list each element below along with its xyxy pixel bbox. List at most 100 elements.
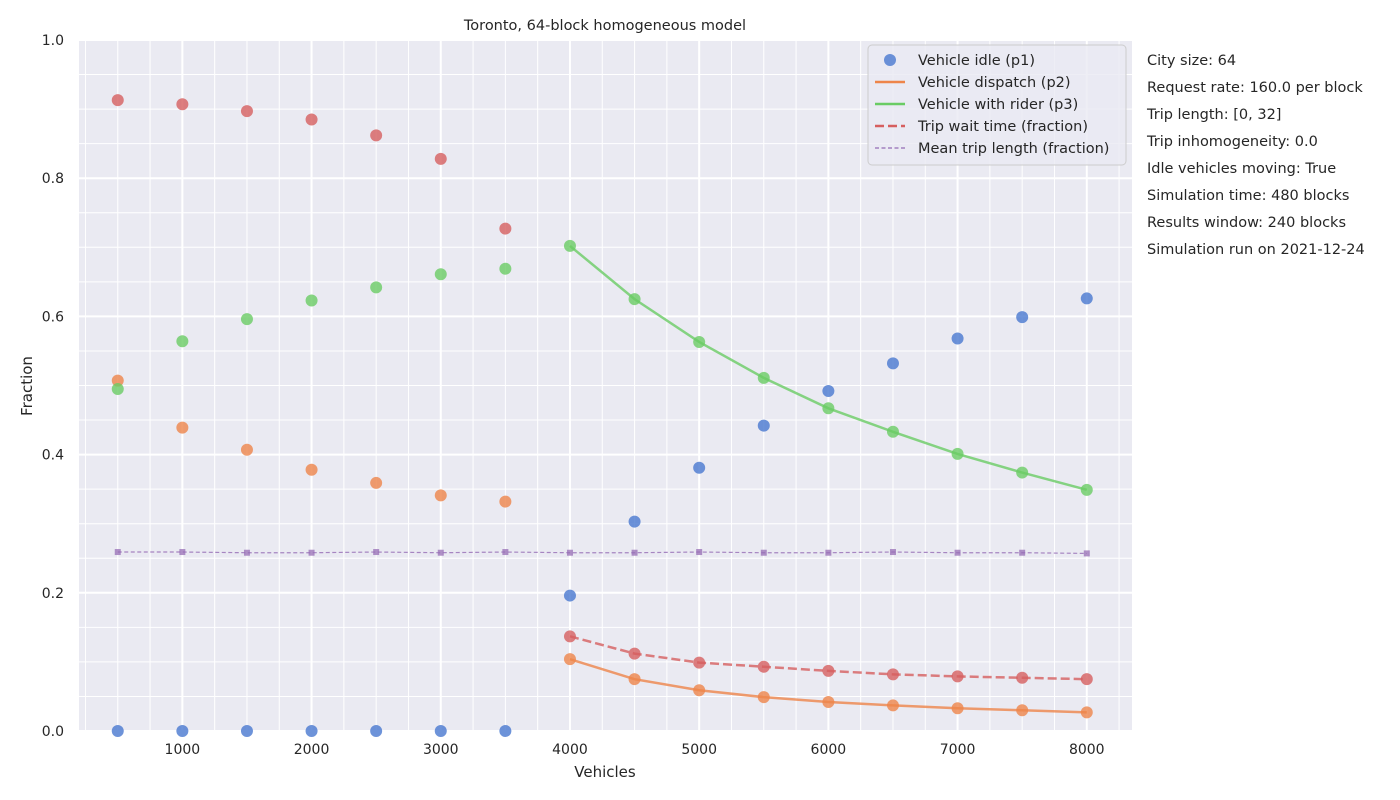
data-point: [499, 262, 512, 275]
data-point: [370, 129, 383, 142]
data-point: [434, 489, 447, 502]
x-tick-label: 1000: [165, 742, 201, 758]
legend-label: Vehicle with rider (p3): [918, 97, 1078, 113]
data-point: [889, 549, 896, 556]
info-line: Idle vehicles moving: True: [1147, 161, 1336, 177]
data-point: [954, 549, 961, 556]
data-point: [886, 699, 899, 712]
data-point: [1016, 704, 1029, 717]
data-point: [1080, 292, 1093, 305]
data-point: [434, 268, 447, 281]
info-line: Trip length: [0, 32]: [1146, 107, 1281, 123]
data-point: [1016, 311, 1029, 324]
x-tick-labels: 1000 2000 3000 4000 5000 6000 7000 8000: [165, 742, 1105, 758]
data-point: [305, 725, 318, 737]
data-point: [886, 425, 899, 438]
x-tick-label: 4000: [552, 742, 588, 758]
legend-marker: [884, 54, 896, 66]
data-point: [693, 335, 706, 348]
info-line: Simulation run on 2021-12-24: [1147, 242, 1365, 258]
legend-label: Trip wait time (fraction): [917, 119, 1088, 135]
data-point: [305, 463, 318, 476]
x-tick-label: 8000: [1069, 742, 1105, 758]
legend-label: Vehicle idle (p1): [918, 53, 1035, 69]
data-point: [176, 335, 189, 348]
legend: Vehicle idle (p1) Vehicle dispatch (p2) Ve…: [867, 44, 1127, 166]
data-point: [499, 725, 512, 737]
data-point: [628, 293, 641, 306]
data-point: [1016, 466, 1029, 479]
x-tick-label: 7000: [940, 742, 976, 758]
data-points: [111, 94, 1093, 737]
data-point: [951, 670, 964, 683]
data-point: [373, 549, 380, 556]
data-point: [499, 495, 512, 508]
data-point: [825, 549, 832, 556]
legend-frame: [867, 44, 1127, 166]
legend-label: Mean trip length (fraction): [918, 141, 1109, 157]
data-point: [628, 647, 641, 660]
data-point: [1083, 550, 1090, 557]
y-tick-label: 0.2: [42, 586, 64, 602]
x-tick-label: 2000: [294, 742, 330, 758]
data-point: [111, 725, 124, 737]
y-tick-label: 0.6: [42, 309, 64, 325]
data-point: [757, 419, 770, 432]
data-point: [822, 402, 835, 415]
info-line: City size: 64: [1147, 53, 1236, 69]
data-point: [305, 294, 318, 307]
data-point: [693, 461, 706, 474]
info-line: Simulation time: 480 blocks: [1147, 188, 1349, 204]
data-point: [822, 385, 835, 398]
y-tick-label: 1.0: [42, 33, 64, 49]
data-point: [631, 549, 638, 556]
data-point: [563, 653, 576, 666]
data-point: [566, 549, 573, 556]
data-point: [760, 549, 767, 556]
data-point: [111, 374, 124, 387]
data-point: [176, 421, 189, 434]
data-point: [886, 668, 899, 681]
data-point: [757, 371, 770, 384]
x-tick-label: 5000: [681, 742, 717, 758]
data-point: [502, 549, 509, 556]
data-point: [243, 549, 250, 556]
data-point: [240, 443, 253, 456]
data-point: [308, 549, 315, 556]
data-point: [179, 549, 186, 556]
info-line: Trip inhomogeneity: 0.0: [1146, 134, 1318, 150]
data-point: [1080, 706, 1093, 719]
data-point: [822, 695, 835, 708]
grid: [79, 39, 1132, 732]
data-point: [757, 691, 770, 704]
data-point: [822, 664, 835, 677]
data-point: [696, 549, 703, 556]
data-point: [563, 630, 576, 643]
data-point: [693, 656, 706, 669]
data-point: [499, 222, 512, 235]
simulation-info: City size: 64 Request rate: 160.0 per blo…: [1146, 53, 1365, 258]
data-point: [951, 332, 964, 345]
y-tick-label: 0.0: [42, 724, 64, 740]
data-point: [1080, 483, 1093, 496]
y-tick-label: 0.4: [42, 448, 64, 464]
data-point: [176, 98, 189, 111]
y-tick-labels: 0.0 0.2 0.4 0.6 0.8 1.0: [42, 33, 64, 740]
data-point: [563, 589, 576, 602]
data-point: [434, 152, 447, 165]
info-line: Request rate: 160.0 per block: [1147, 80, 1363, 96]
x-tick-label: 3000: [423, 742, 459, 758]
data-point: [886, 357, 899, 370]
x-axis-label: Vehicles: [574, 763, 636, 781]
data-point: [693, 684, 706, 697]
data-point: [240, 313, 253, 326]
data-point: [951, 447, 964, 460]
data-point: [176, 725, 189, 737]
y-tick-label: 0.8: [42, 171, 64, 187]
legend-label: Vehicle dispatch (p2): [918, 75, 1071, 91]
data-point: [114, 549, 121, 556]
data-point: [628, 515, 641, 528]
data-point: [434, 725, 447, 737]
